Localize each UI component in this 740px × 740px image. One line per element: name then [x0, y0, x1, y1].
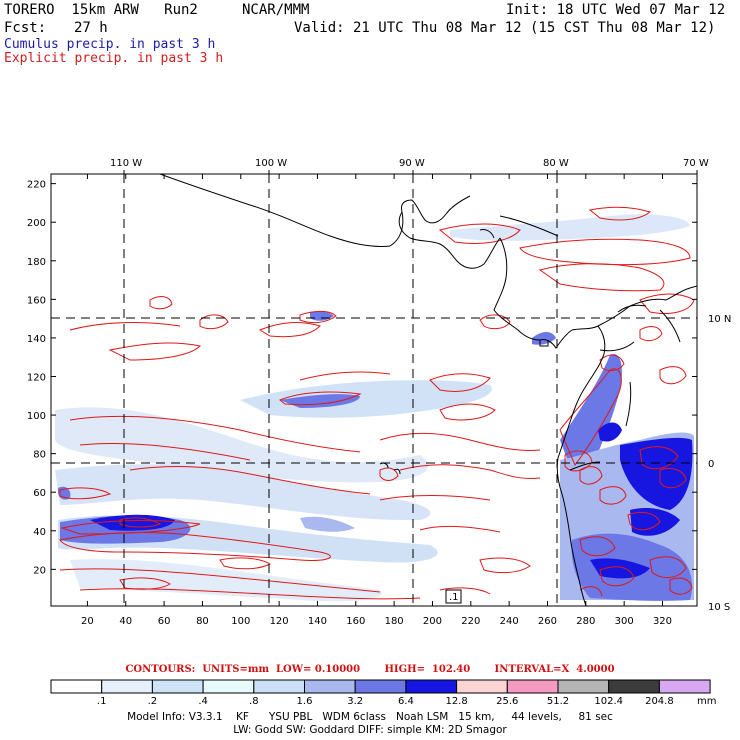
precipitation-map: .1 110 W 100 W 90 W 80 W 70 W220200180160140…	[27, 158, 731, 627]
model-run-title: TORERO 15km ARW Run2	[4, 2, 198, 18]
contour-label-box	[445, 589, 462, 604]
legend-color-box	[304, 679, 356, 694]
lon-label: 100 W	[255, 158, 287, 169]
lon-label: 80 W	[543, 158, 569, 169]
y-grid-label: 100	[27, 411, 46, 422]
cumulus-precip-shading	[55, 214, 694, 602]
lat-label: 10 S	[708, 602, 730, 613]
x-grid-label: 160	[346, 616, 365, 627]
legend-color-box	[658, 679, 711, 694]
y-grid-label: 160	[27, 295, 46, 306]
x-grid-label: 60	[158, 616, 171, 627]
x-grid-label: 300	[615, 616, 634, 627]
explicit-precip-label: Explicit precip. in past 3 h	[4, 51, 224, 66]
axis-ticks: 110 W 100 W 90 W 80 W 70 W220200180160140120…	[27, 158, 731, 627]
model-physics-line: LW: Godd SW: Goddard DIFF: simple KM: 2D…	[233, 724, 507, 736]
x-grid-label: 260	[538, 616, 557, 627]
y-grid-label: 40	[33, 527, 46, 538]
y-grid-label: 140	[27, 334, 46, 345]
x-grid-label: 140	[308, 616, 327, 627]
legend-color-box	[253, 679, 306, 694]
forecast-label: Fcst:	[4, 20, 47, 36]
coastlines	[159, 174, 697, 606]
init-time: Init: 18 UTC Wed 07 Mar 12	[506, 2, 726, 18]
x-grid-label: 220	[461, 616, 480, 627]
y-grid-label: 220	[27, 180, 46, 191]
y-grid-label: 20	[33, 565, 46, 576]
legend-value-label: .4	[198, 696, 208, 707]
legend-color-box	[456, 679, 508, 694]
legend-value-label: .8	[249, 696, 259, 707]
legend-color-box	[608, 679, 660, 694]
valid-time: Valid: 21 UTC Thu 08 Mar 12 (15 CST Thu …	[294, 20, 716, 36]
legend-value-label: 1.6	[297, 696, 313, 707]
lon-label: 70 W	[683, 158, 709, 169]
model-info-line: Model Info: V3.3.1 KF YSU PBL WDM 6class…	[127, 711, 613, 723]
legend-value-label: 51.2	[547, 696, 569, 707]
cumulus-precip-label: Cumulus precip. in past 3 h	[4, 37, 216, 52]
y-grid-label: 180	[27, 257, 46, 268]
contour-label-value: .1	[449, 592, 459, 603]
x-grid-label: 180	[385, 616, 404, 627]
map-frame	[50, 173, 698, 607]
x-grid-label: 40	[119, 616, 132, 627]
x-grid-label: 200	[423, 616, 442, 627]
legend-value-label: 204.8	[645, 696, 674, 707]
legend-value-label: 3.2	[347, 696, 363, 707]
forecast-hours: 27 h	[74, 20, 108, 36]
x-grid-label: 280	[576, 616, 595, 627]
lon-label: 90 W	[399, 158, 425, 169]
y-grid-label: 80	[33, 450, 46, 461]
contours-info: CONTOURS: UNITS=mm LOW= 0.10000 HIGH= 10…	[125, 664, 615, 675]
legend-value-label: 102.4	[594, 696, 623, 707]
x-grid-label: 100	[231, 616, 250, 627]
legend-color-box	[151, 679, 204, 694]
explicit-precip-contours	[59, 206, 695, 600]
legend-value-label: .1	[97, 696, 107, 707]
lat-lon-grid	[51, 174, 697, 606]
x-grid-label: 120	[270, 616, 289, 627]
precip-color-legend: .1 .2 .4 .8 1.6 3.2 6.4 12.8 25.6 51.2 102.4 204.8 m…	[50, 679, 716, 707]
organization-label: NCAR/MMM	[242, 2, 310, 18]
x-grid-label: 320	[653, 616, 672, 627]
x-grid-label: 80	[196, 616, 209, 627]
legend-color-box	[50, 679, 103, 694]
y-grid-label: 200	[27, 218, 46, 229]
legend-color-box	[101, 679, 153, 694]
legend-value-label: 25.6	[496, 696, 518, 707]
lat-label: 0	[708, 459, 714, 470]
legend-value-label: 6.4	[398, 696, 414, 707]
legend-color-box	[405, 679, 458, 694]
legend-color-box	[557, 679, 610, 694]
x-grid-label: 240	[500, 616, 519, 627]
lon-label: 110 W	[110, 158, 142, 169]
legend-color-box	[202, 679, 255, 694]
legend-value-label: .2	[148, 696, 158, 707]
legend-value-label: 12.8	[445, 696, 467, 707]
y-grid-label: 60	[33, 488, 46, 499]
x-grid-label: 20	[81, 616, 94, 627]
legend-color-box	[506, 679, 559, 694]
lat-label: 10 N	[708, 314, 731, 325]
y-grid-label: 120	[27, 373, 46, 384]
legend-unit: mm	[697, 696, 716, 707]
legend-color-box	[354, 679, 407, 694]
